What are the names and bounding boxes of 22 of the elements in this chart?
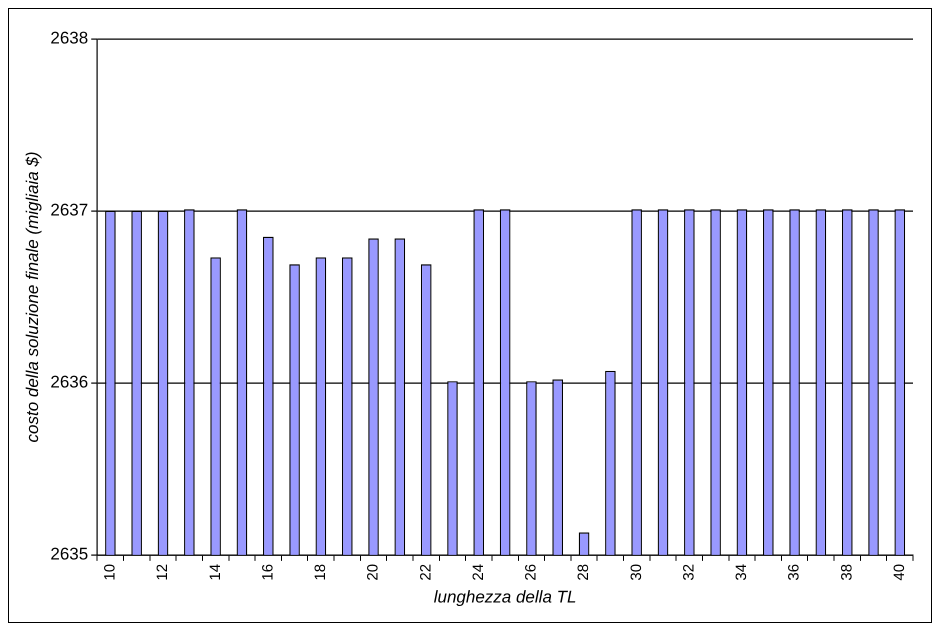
y-tick-label: 2637 <box>50 200 88 220</box>
x-tick-label: 30 <box>628 564 645 581</box>
x-tick-label: 14 <box>206 564 224 581</box>
x-tick-label: 16 <box>259 564 276 581</box>
y-axis-title: costo della soluzione finale (migliaia $) <box>22 151 42 442</box>
y-tick-label: 2635 <box>50 544 88 564</box>
x-tick-label: 36 <box>786 564 803 581</box>
x-tick-label: 22 <box>417 564 434 581</box>
x-tick-label: 10 <box>102 564 119 581</box>
x-tick-label: 20 <box>364 564 382 581</box>
x-tick-label: 12 <box>154 564 172 581</box>
x-tick-label: 32 <box>680 564 698 581</box>
x-tick-label: 40 <box>890 564 908 581</box>
x-axis-title: lunghezza della TL <box>434 588 576 607</box>
y-tick-label: 2636 <box>50 372 88 392</box>
x-tick-label: 38 <box>838 564 856 581</box>
y-tick-label: 2638 <box>50 28 88 48</box>
x-tick-label: 34 <box>733 564 750 581</box>
x-tick-label: 28 <box>575 564 592 581</box>
x-tick-label: 18 <box>312 564 330 581</box>
x-tick-label: 26 <box>522 564 540 581</box>
x-tick-label: 24 <box>470 564 487 581</box>
